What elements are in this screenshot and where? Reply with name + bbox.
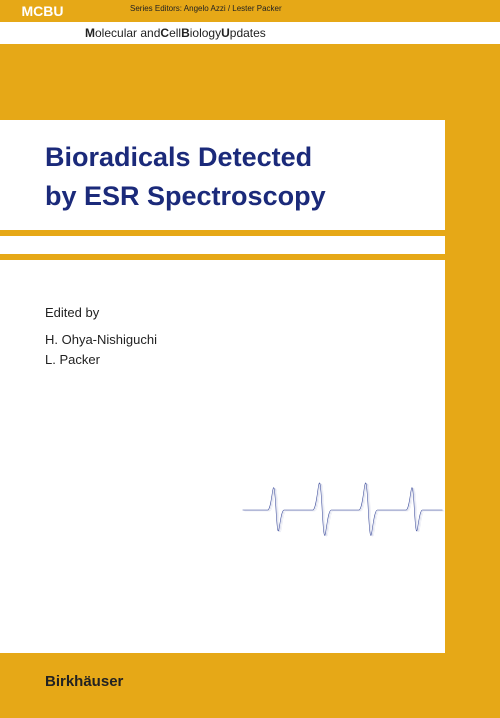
title-line-2: by ESR Spectroscopy [45, 177, 445, 216]
title-line-1: Bioradicals Detected [45, 138, 445, 177]
series-full-title: Molecular and Cell Biology Updates [0, 22, 500, 44]
esr-spectrum-figure [240, 410, 445, 610]
series-editors-line: Series Editors: Angelo Azzi / Lester Pac… [130, 4, 282, 13]
publisher-name: Birkhäuser [45, 673, 123, 690]
series-header: MCBU Series Editors: Angelo Azzi / Leste… [0, 0, 500, 50]
book-cover: MCBU Series Editors: Angelo Azzi / Leste… [0, 0, 500, 718]
editor-name-2: L. Packer [45, 352, 100, 367]
series-abbrev: MCBU [22, 3, 64, 19]
series-abbrev-badge: MCBU [0, 0, 85, 22]
title-sub-bar [0, 236, 445, 254]
esr-spectrum-svg [240, 410, 445, 610]
esr-trace-echo [244, 483, 444, 535]
series-separator [0, 44, 500, 50]
editor-name-1: H. Ohya-Nishiguchi [45, 332, 157, 347]
title-block: Bioradicals Detected by ESR Spectroscopy [0, 120, 445, 230]
esr-trace [243, 483, 443, 535]
edited-by-label: Edited by [45, 305, 99, 320]
